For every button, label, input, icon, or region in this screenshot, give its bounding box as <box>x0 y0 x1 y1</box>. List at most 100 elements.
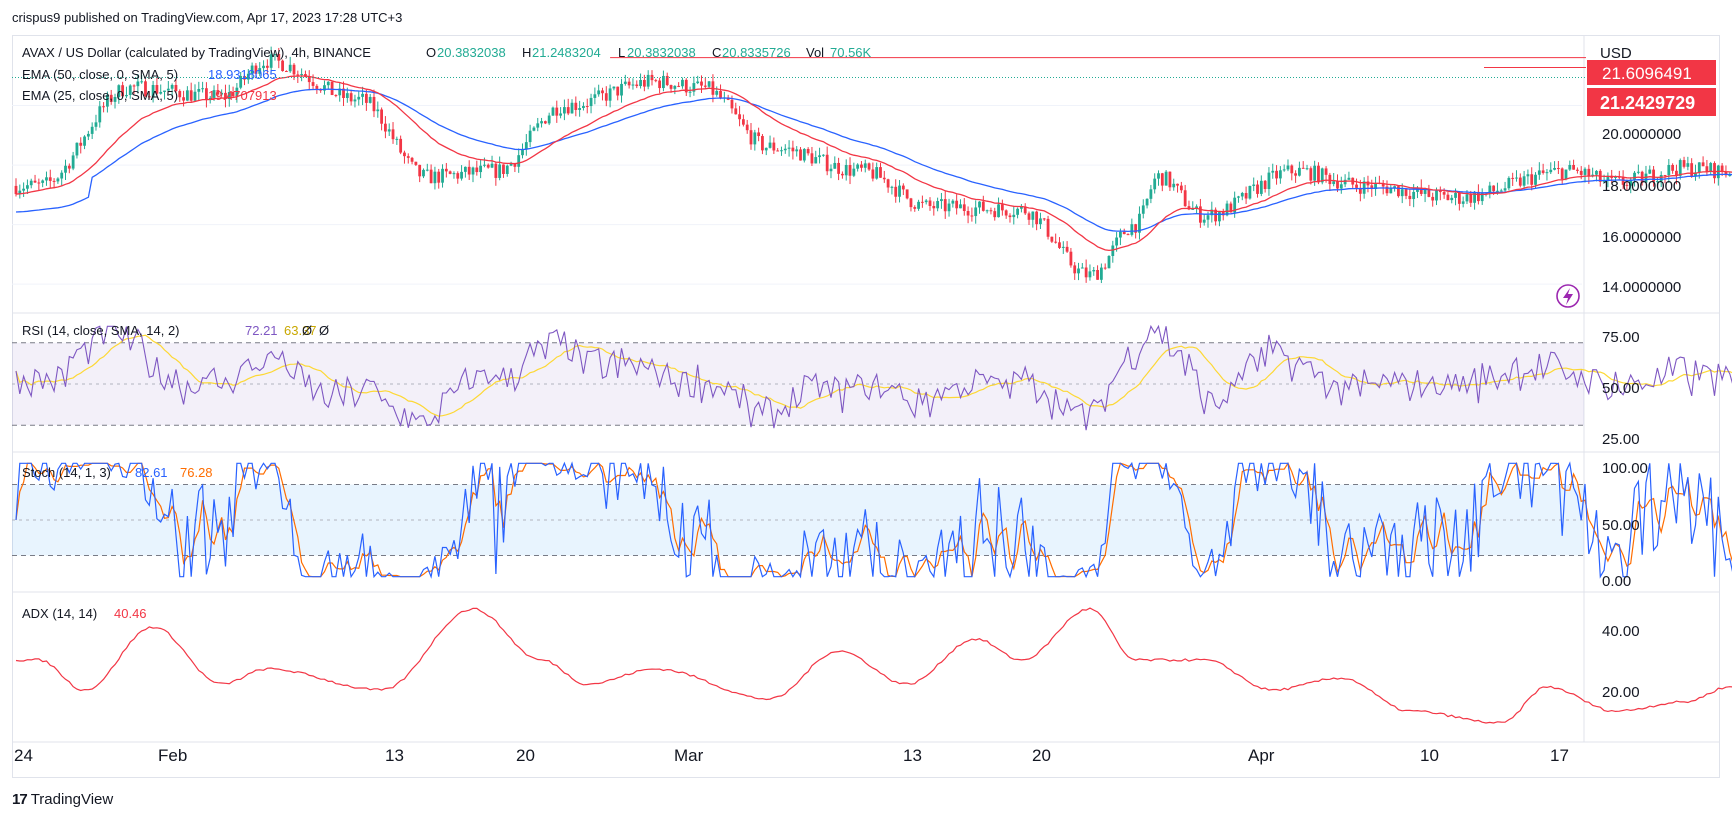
candle-body <box>300 74 304 76</box>
price-tick: 18.0000000 <box>1602 178 1681 195</box>
candle-body <box>825 154 829 172</box>
candle-body <box>1191 208 1195 210</box>
tradingview-name: TradingView <box>30 791 114 808</box>
candle-body <box>1690 163 1694 176</box>
candle-body <box>1126 234 1130 236</box>
candle-body <box>41 180 45 183</box>
candle-body <box>79 142 83 146</box>
candle-body <box>64 165 67 173</box>
ema50-legend: EMA (50, close, 0, SMA, 5) <box>22 67 178 82</box>
candle-body <box>837 162 840 174</box>
candle-body <box>589 97 593 107</box>
candle-body <box>753 132 757 145</box>
candle-body <box>974 207 978 217</box>
candle-body <box>384 123 387 132</box>
candle-body <box>193 91 197 101</box>
candle-body <box>1084 267 1088 278</box>
candle-body <box>437 171 441 183</box>
candle-body <box>524 142 528 150</box>
candle-body <box>106 94 109 107</box>
candle-body <box>532 127 536 131</box>
candle-body <box>425 169 429 171</box>
low-label: L <box>618 45 625 60</box>
time-tick: 17 <box>1550 746 1569 765</box>
candle-body <box>871 169 875 179</box>
candle-body <box>886 179 890 188</box>
candle-body <box>284 71 288 73</box>
candle-body <box>673 85 677 89</box>
candle-body <box>1069 251 1073 266</box>
candle-body <box>962 204 966 212</box>
candle-body <box>734 108 738 115</box>
chart-frame <box>12 35 1720 778</box>
candle-body <box>1237 196 1240 198</box>
candle-body <box>848 165 852 176</box>
candle-body <box>1187 206 1191 210</box>
candle-body <box>273 53 277 55</box>
candle-body <box>947 203 951 212</box>
candle-body <box>787 147 791 149</box>
candle-body <box>612 86 616 89</box>
candle-body <box>1298 167 1301 176</box>
adx-value: 40.46 <box>114 606 147 621</box>
candle-body <box>1214 209 1218 222</box>
candle-body <box>791 147 795 152</box>
time-tick: Mar <box>674 746 704 765</box>
candle-body <box>1564 169 1568 180</box>
stoch-legend: Stoch (14, 1, 3) <box>22 465 111 480</box>
candle-body <box>486 164 490 168</box>
candle-body <box>905 189 909 199</box>
candle-body <box>898 185 901 197</box>
candle-body <box>1313 165 1317 181</box>
candle-body <box>818 155 821 158</box>
candle-body <box>288 64 292 72</box>
candle-body <box>75 142 79 156</box>
candle-body <box>654 80 658 82</box>
candle-body <box>745 124 749 131</box>
time-tick: Apr <box>1248 746 1275 765</box>
candle-body <box>688 91 692 93</box>
candle-body <box>1419 187 1423 194</box>
candle-body <box>1633 172 1636 180</box>
candle-body <box>852 168 856 176</box>
adx-tick: 20.00 <box>1602 684 1640 701</box>
candle-body <box>441 168 444 183</box>
close-value: 20.8335726 <box>722 45 791 60</box>
candle-body <box>182 97 185 101</box>
candle-body <box>841 173 844 176</box>
candle-body <box>1477 191 1480 202</box>
candle-body <box>730 99 734 109</box>
candle-body <box>483 164 486 166</box>
candle-body <box>1164 171 1168 186</box>
candle-body <box>159 91 163 94</box>
candle-body <box>86 133 90 137</box>
candle-body <box>932 205 936 209</box>
candle-body <box>1461 201 1465 204</box>
candle-body <box>570 102 574 114</box>
candle-body <box>323 85 326 91</box>
candle-body <box>1320 168 1324 183</box>
stoch-d-value: 76.28 <box>180 465 213 480</box>
candle-body <box>566 107 570 114</box>
adx-line <box>15 607 1732 724</box>
candle-body <box>924 200 928 203</box>
candle-body <box>1678 160 1682 176</box>
candle-body <box>1572 164 1576 170</box>
candle-body <box>460 171 463 179</box>
candle-body <box>669 85 673 89</box>
candle-body <box>863 163 867 168</box>
candle-body <box>1636 171 1640 173</box>
candle-body <box>1496 190 1499 192</box>
candle-body <box>1556 167 1560 169</box>
candle-body <box>117 85 121 98</box>
candle-body <box>1046 218 1050 237</box>
candle-body <box>959 204 962 209</box>
candle-body <box>627 81 631 86</box>
lightning-icon[interactable] <box>1556 284 1580 308</box>
candle-body <box>1431 196 1435 201</box>
tradingview-brand[interactable]: 17 TradingView <box>12 791 113 808</box>
candle-body <box>364 93 368 103</box>
tradingview-logo: 17 <box>12 791 28 808</box>
candle-body <box>1393 186 1397 188</box>
